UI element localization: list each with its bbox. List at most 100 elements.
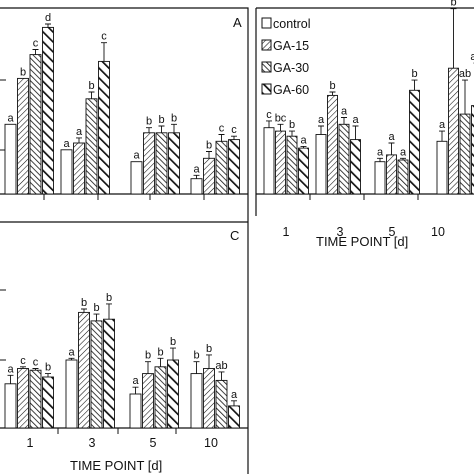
bar-c-ga30-d5	[154, 366, 167, 429]
sig-letter-a-ga30-d3: b	[88, 80, 94, 92]
bar-c-ga15-d3	[78, 311, 90, 429]
error-bar-b-ga15-d1	[277, 123, 284, 132]
sig-letter-a-ga30-d5: b	[158, 114, 164, 126]
sig-letter-b-ga30-d3: a	[341, 106, 348, 118]
sig-letter-a-control-d1: a	[7, 112, 14, 124]
bar-c-ga60-d5	[167, 359, 179, 429]
panel-b-bars: cbcbaabaaaaabababab	[263, 0, 474, 195]
sig-letter-a-ga15-d10: b	[206, 140, 212, 152]
sig-letter-c-ga30-d10: ab	[215, 360, 227, 372]
bar-c-ga60-d10	[228, 405, 240, 429]
panel-c-xticks	[57, 428, 177, 434]
bar-b-ga60-d3	[350, 139, 361, 195]
panel-a-frame	[0, 7, 249, 222]
sig-letter-c-ga15-d3: b	[81, 297, 87, 309]
tick-label-b-3: 3	[337, 225, 344, 239]
error-bar-b-ga15-d3	[329, 91, 336, 96]
panel-b-xticks	[309, 194, 419, 200]
sig-letter-b-ga15-d5: a	[388, 131, 395, 143]
sig-letter-c-control-d1: a	[7, 363, 14, 375]
tick-label-b-10: 10	[431, 225, 445, 239]
bar-b-ga15-d10	[448, 67, 459, 195]
bar-c-ga30-d1	[29, 369, 42, 429]
bar-b-ga30-d10	[459, 113, 471, 195]
error-bar-c-control-d1	[7, 374, 14, 384]
sig-letter-c-ga30-d1: c	[33, 357, 39, 369]
bar-c-control-d1	[4, 383, 17, 429]
bar-b-control-d10	[436, 140, 448, 195]
sig-letter-a-control-d5: a	[133, 150, 140, 162]
bar-a-ga15-d3	[73, 142, 85, 195]
sig-letter-b-control-d1: c	[266, 109, 272, 121]
panel-b-tick-labels: 1 3 5 10	[283, 225, 445, 239]
legend-label-ga30: GA-30	[273, 61, 309, 75]
bar-c-ga60-d3	[103, 318, 115, 429]
sig-letter-c-ga60-d10: a	[231, 389, 238, 401]
bar-c-control-d10	[190, 373, 203, 429]
sig-letter-a-ga30-d1: c	[33, 38, 39, 50]
error-bar-b-ga60-d3	[352, 125, 359, 140]
error-bar-a-ga30-d10	[218, 134, 225, 142]
bar-a-ga60-d3	[98, 60, 110, 195]
error-bar-c-ga30-d1	[32, 368, 39, 371]
sig-letter-b-control-d3: a	[318, 114, 325, 126]
sig-letter-c-ga60-d5: b	[170, 336, 176, 348]
bar-c-ga60-d1	[42, 376, 54, 429]
bar-a-control-d3	[60, 149, 73, 195]
sig-letter-b-ga60-d3: a	[352, 114, 359, 126]
error-bar-b-ga30-d1	[289, 130, 295, 137]
tick-label-b-1: 1	[283, 225, 290, 239]
panel-a-xticks	[43, 194, 205, 200]
error-bar-a-ga30-d1	[32, 49, 39, 55]
sig-letter-b-control-d10: a	[439, 119, 446, 131]
sig-letter-c-ga60-d3: b	[106, 292, 112, 304]
error-bar-b-ga30-d10	[462, 79, 468, 115]
bar-c-ga30-d10	[215, 379, 228, 429]
sig-letter-b-ga60-d5: b	[411, 68, 417, 80]
error-bar-a-ga15-d3	[76, 137, 82, 143]
panel-c-tick-labels: 1 3 5 10	[27, 436, 218, 450]
panel-c-label: C	[230, 228, 239, 243]
error-bar-b-control-d5	[377, 157, 383, 162]
error-bar-c-ga60-d1	[45, 373, 51, 377]
panel-c-yticks	[0, 289, 6, 361]
error-bar-a-ga60-d1	[45, 23, 51, 28]
sig-letter-a-control-d3: a	[63, 138, 70, 150]
error-bar-b-control-d1	[266, 120, 272, 128]
bar-c-ga15-d10	[203, 368, 215, 429]
bar-a-ga15-d10	[203, 157, 215, 195]
error-bar-a-ga15-d5	[146, 127, 152, 133]
sig-letter-b-ga30-d5: a	[400, 146, 407, 158]
bar-c-control-d5	[129, 393, 142, 429]
error-bar-c-control-d10	[193, 361, 200, 374]
error-bar-a-ga60-d5	[171, 123, 177, 133]
sig-letter-c-ga15-d1: c	[20, 355, 26, 367]
error-bar-b-control-d10	[439, 130, 445, 142]
bar-a-ga30-d1	[29, 54, 42, 195]
error-bar-c-ga30-d3	[93, 313, 100, 321]
sig-letter-b-ga60-d10: ab	[470, 51, 474, 63]
tick-label-c-3: 3	[89, 436, 96, 450]
bar-a-ga30-d3	[85, 98, 98, 195]
sig-letter-a-ga60-d5: b	[171, 112, 177, 124]
sig-letter-b-ga15-d1: bc	[275, 112, 287, 124]
sig-letter-a-ga15-d1: b	[20, 66, 26, 78]
error-bar-c-ga60-d10	[231, 400, 237, 406]
error-bar-b-ga60-d5	[411, 79, 418, 91]
sig-letter-a-ga60-d1: d	[45, 12, 51, 24]
bar-b-ga30-d3	[338, 123, 350, 195]
error-bar-c-ga15-d3	[81, 308, 87, 313]
bar-b-control-d3	[315, 134, 327, 195]
bar-b-ga15-d5	[386, 154, 397, 195]
sig-letter-b-ga30-d10: ab	[459, 68, 471, 80]
sig-letter-c-ga15-d5: b	[145, 350, 151, 362]
sig-letter-a-ga60-d3: c	[101, 31, 107, 43]
legend-label-control: control	[273, 17, 311, 31]
bar-a-control-d5	[130, 161, 143, 195]
bar-a-control-d1	[4, 123, 17, 195]
legend-swatch-ga15	[261, 39, 272, 51]
error-bar-b-control-d3	[318, 125, 324, 135]
